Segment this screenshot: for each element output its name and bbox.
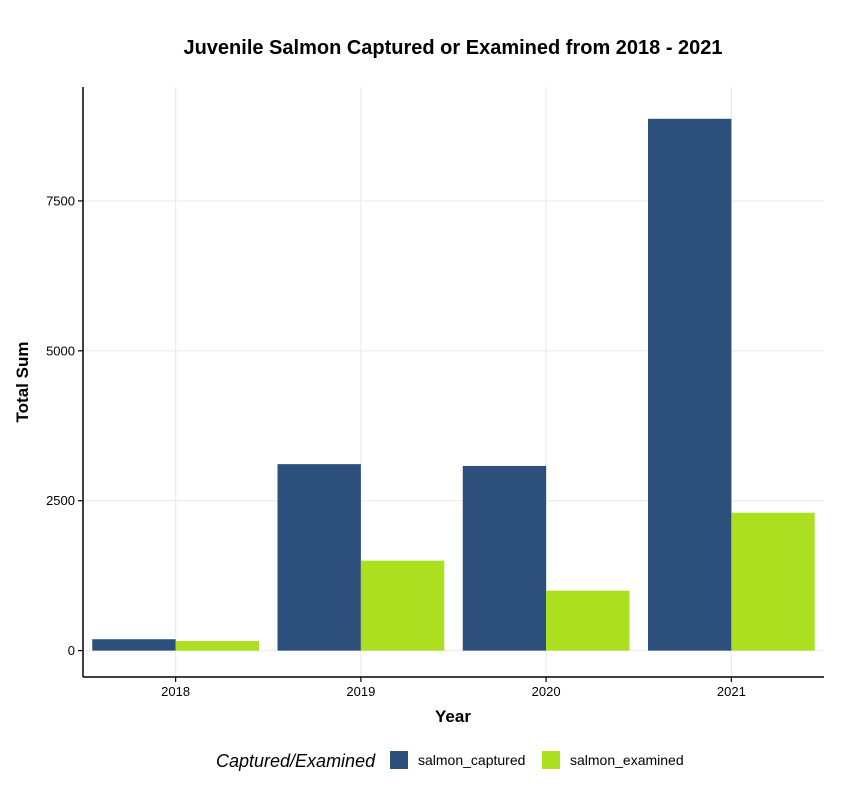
bar-salmon-examined-2021 bbox=[731, 512, 815, 651]
legend-label: salmon_captured bbox=[418, 752, 525, 768]
x-tick-label: 2018 bbox=[161, 684, 190, 699]
legend: Captured/Examined salmon_captured salmon_… bbox=[216, 751, 684, 771]
bar-salmon-captured-2020 bbox=[462, 465, 547, 651]
bar-salmon-examined-2020 bbox=[546, 590, 630, 651]
y-tick-label: 7500 bbox=[46, 193, 75, 208]
bar-salmon-captured-2019 bbox=[277, 464, 361, 651]
legend-key-salmon-captured bbox=[390, 751, 408, 769]
axes bbox=[82, 87, 824, 678]
x-tick-label: 2021 bbox=[717, 684, 746, 699]
bar-salmon-examined-2019 bbox=[360, 560, 445, 651]
y-axis-title: Total Sum bbox=[13, 342, 32, 423]
y-tick-label: 5000 bbox=[46, 343, 75, 358]
y-tick-label: 2500 bbox=[46, 493, 75, 508]
legend-label: salmon_examined bbox=[570, 752, 684, 768]
x-axis-title: Year bbox=[435, 707, 471, 726]
y-tick-label: 0 bbox=[68, 643, 75, 658]
x-tick-label: 2020 bbox=[532, 684, 561, 699]
bar-salmon-examined-2018 bbox=[175, 641, 259, 651]
legend-key-salmon-examined bbox=[542, 751, 560, 769]
bar-salmon-captured-2018 bbox=[92, 639, 176, 651]
bars bbox=[92, 118, 815, 651]
chart-title: Juvenile Salmon Captured or Examined fro… bbox=[183, 37, 722, 59]
x-axis-ticks: 2018 2019 2020 2021 bbox=[161, 677, 746, 699]
y-axis-ticks: 0 2500 5000 7500 bbox=[46, 193, 83, 658]
legend-title: Captured/Examined bbox=[216, 751, 376, 771]
bar-salmon-captured-2021 bbox=[648, 118, 732, 651]
x-tick-label: 2019 bbox=[346, 684, 375, 699]
